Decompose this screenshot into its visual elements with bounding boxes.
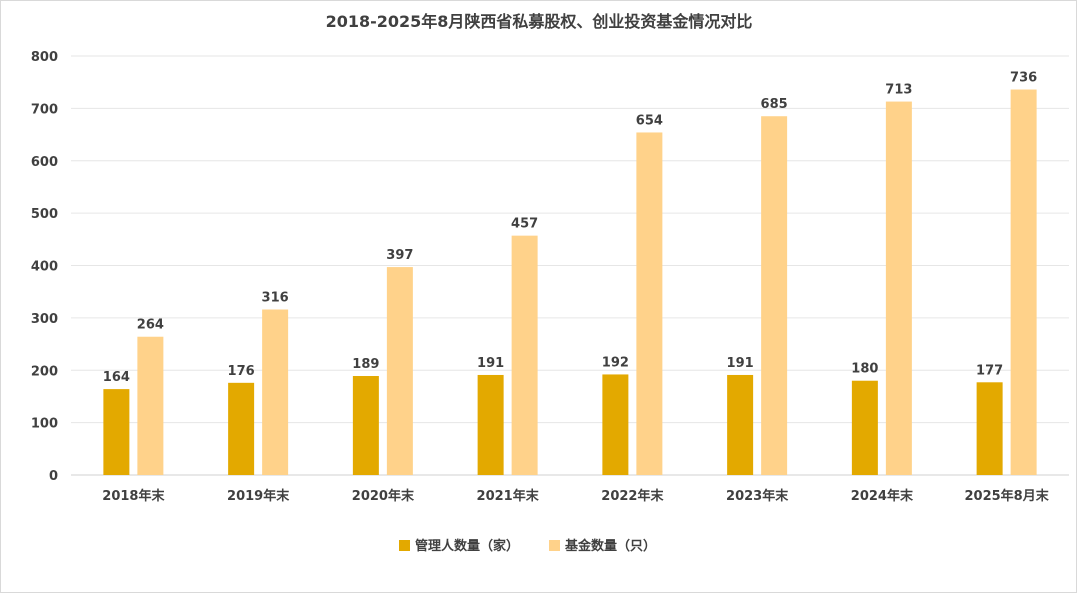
bar-managers: [976, 382, 1003, 475]
bars: [103, 89, 1037, 476]
data-label: 685: [761, 97, 788, 112]
x-tick-label: 2020年末: [352, 488, 415, 504]
bar-managers: [228, 382, 255, 475]
y-tick-label: 600: [31, 155, 58, 170]
data-label: 192: [602, 355, 629, 370]
data-label: 713: [885, 83, 912, 98]
y-tick-label: 400: [31, 260, 58, 275]
data-label: 164: [103, 370, 130, 385]
legend-label: 管理人数量（家）: [415, 538, 519, 554]
data-label: 264: [137, 318, 164, 333]
y-tick-label: 300: [31, 312, 58, 327]
bar-funds: [137, 336, 164, 475]
data-label: 180: [851, 362, 878, 377]
x-axis-ticks: 2018年末 2019年末 2020年末 2021年末 2022年末 2023年末 2024…: [102, 488, 1049, 504]
bar-funds: [761, 116, 788, 475]
bar-managers: [352, 376, 379, 475]
bar-managers: [851, 380, 878, 475]
data-label: 191: [727, 356, 754, 371]
bar-managers: [727, 374, 754, 475]
data-label: 457: [511, 217, 538, 232]
bar-managers: [477, 374, 504, 475]
x-tick-label: 2024年末: [851, 488, 914, 504]
bar-managers: [103, 389, 130, 475]
y-tick-label: 200: [31, 364, 58, 379]
y-tick-label: 500: [31, 207, 58, 222]
x-tick-label: 2018年末: [102, 488, 165, 504]
bar-funds: [511, 235, 538, 475]
data-label: 736: [1010, 71, 1037, 86]
bar-funds: [1010, 89, 1037, 476]
x-tick-label: 2025年8月末: [965, 488, 1050, 504]
data-label: 176: [228, 364, 255, 379]
legend-swatch: [399, 540, 410, 551]
data-label: 654: [636, 113, 663, 128]
y-axis-ticks: 0 100 200 300 400 500 600 700 800: [31, 50, 58, 484]
data-label: 397: [386, 248, 413, 263]
legend-swatch: [549, 540, 560, 551]
x-tick-label: 2023年末: [726, 488, 789, 504]
x-tick-label: 2019年末: [227, 488, 290, 504]
data-labels: 164 264 176 316 189 397 191 457 192 654 191 685 180 7…: [103, 71, 1037, 386]
data-label: 177: [976, 363, 1003, 378]
bar-managers: [602, 374, 629, 475]
legend: 管理人数量（家） 基金数量（只）: [399, 538, 656, 554]
data-label: 191: [477, 356, 504, 371]
legend-label: 基金数量（只）: [564, 538, 656, 554]
y-tick-label: 800: [31, 50, 58, 65]
y-tick-label: 100: [31, 417, 58, 432]
data-label: 316: [262, 290, 289, 305]
gridlines: [71, 55, 1069, 476]
x-tick-label: 2021年末: [477, 488, 540, 504]
chart-title: 2018-2025年8月陕西省私募股权、创业投资基金情况对比: [326, 12, 753, 31]
y-tick-label: 700: [31, 102, 58, 117]
data-label: 189: [352, 357, 379, 372]
y-tick-label: 0: [49, 469, 58, 484]
bar-funds: [885, 101, 912, 475]
bar-funds: [636, 132, 663, 475]
bar-funds: [386, 267, 413, 475]
x-tick-label: 2022年末: [601, 488, 664, 504]
bar-funds: [262, 309, 289, 475]
